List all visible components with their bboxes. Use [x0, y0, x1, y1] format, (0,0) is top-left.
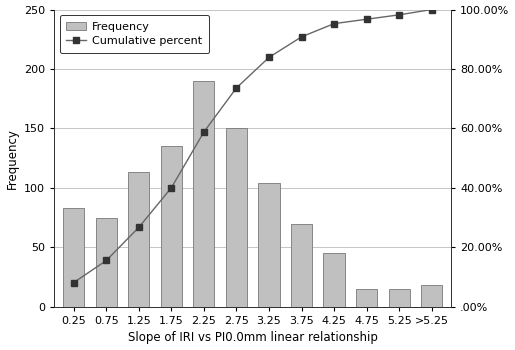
Bar	[193, 81, 214, 307]
Bar	[421, 286, 442, 307]
Legend: Frequency, Cumulative percent: Frequency, Cumulative percent	[60, 15, 209, 53]
Bar	[63, 208, 84, 307]
Bar	[96, 218, 117, 307]
Bar	[226, 128, 247, 307]
Bar	[388, 289, 410, 307]
Bar	[356, 289, 377, 307]
Y-axis label: Frequency: Frequency	[6, 128, 19, 189]
Bar	[128, 173, 149, 307]
Bar	[161, 146, 182, 307]
Bar	[291, 224, 312, 307]
Bar	[323, 253, 345, 307]
X-axis label: Slope of IRI vs PI0.0mm linear relationship: Slope of IRI vs PI0.0mm linear relations…	[128, 331, 377, 344]
Bar	[259, 183, 280, 307]
